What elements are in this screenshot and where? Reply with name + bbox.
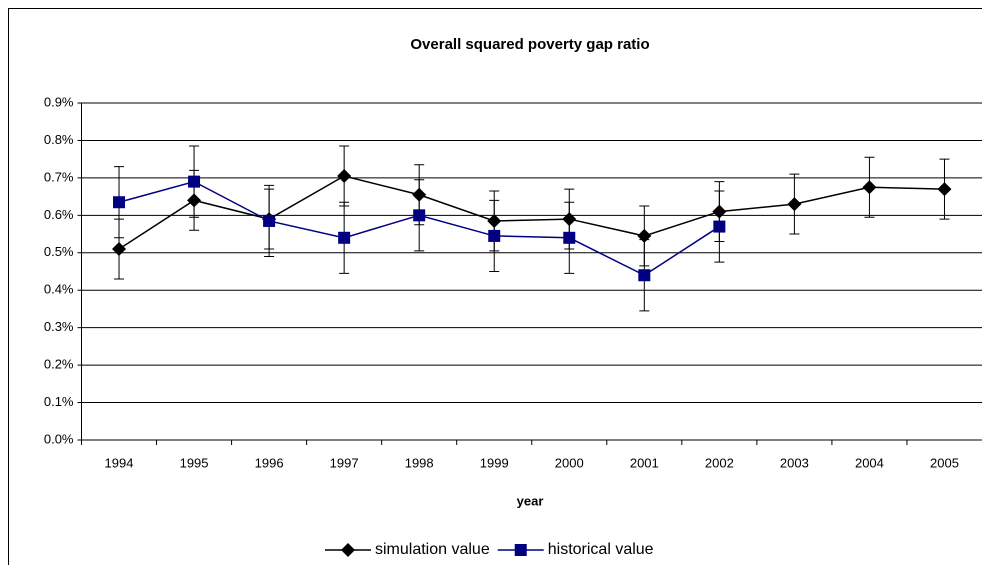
x-tick-label: 2004 bbox=[855, 455, 884, 470]
x-tick-label: 2003 bbox=[780, 455, 809, 470]
x-tick-label: 2001 bbox=[630, 455, 659, 470]
y-tick-label: 0.7% bbox=[44, 169, 74, 184]
x-tick-label: 1996 bbox=[255, 455, 284, 470]
data-point bbox=[413, 209, 426, 222]
data-point bbox=[862, 180, 877, 195]
legend-label: historical value bbox=[548, 541, 654, 558]
legend-marker bbox=[341, 543, 355, 557]
data-point bbox=[937, 182, 952, 197]
data-point bbox=[787, 197, 802, 212]
chart-frame bbox=[8, 8, 982, 565]
legend-marker bbox=[514, 544, 527, 556]
data-point bbox=[263, 214, 276, 227]
y-tick-label: 0.2% bbox=[44, 357, 74, 372]
x-tick-label: 2002 bbox=[705, 455, 734, 470]
data-point bbox=[563, 231, 576, 244]
x-tick-label: 2000 bbox=[555, 455, 584, 470]
x-axis-label: year bbox=[517, 493, 544, 508]
x-tick-label: 1997 bbox=[330, 455, 359, 470]
legend-label: simulation value bbox=[375, 541, 490, 558]
x-tick-label: 1998 bbox=[405, 455, 434, 470]
chart-title: Overall squared poverty gap ratio bbox=[410, 36, 649, 53]
data-point bbox=[713, 220, 726, 233]
y-tick-label: 0.9% bbox=[44, 94, 74, 109]
data-point bbox=[338, 231, 351, 244]
y-tick-label: 0.5% bbox=[44, 244, 74, 259]
data-point bbox=[113, 196, 126, 209]
x-tick-label: 1995 bbox=[180, 455, 209, 470]
x-tick-label: 2005 bbox=[930, 455, 959, 470]
y-tick-label: 0.3% bbox=[44, 319, 74, 334]
data-point bbox=[188, 175, 201, 188]
data-point bbox=[112, 242, 127, 257]
x-tick-label: 1999 bbox=[480, 455, 509, 470]
x-tick-label: 1994 bbox=[105, 455, 134, 470]
y-tick-label: 0.0% bbox=[44, 431, 74, 446]
data-point bbox=[638, 269, 651, 282]
data-point bbox=[337, 169, 352, 184]
series-line bbox=[118, 175, 945, 250]
y-tick-label: 0.8% bbox=[44, 132, 74, 147]
y-tick-label: 0.4% bbox=[44, 282, 74, 297]
y-tick-label: 0.1% bbox=[44, 394, 74, 409]
y-tick-label: 0.6% bbox=[44, 207, 74, 222]
data-point bbox=[488, 229, 501, 242]
